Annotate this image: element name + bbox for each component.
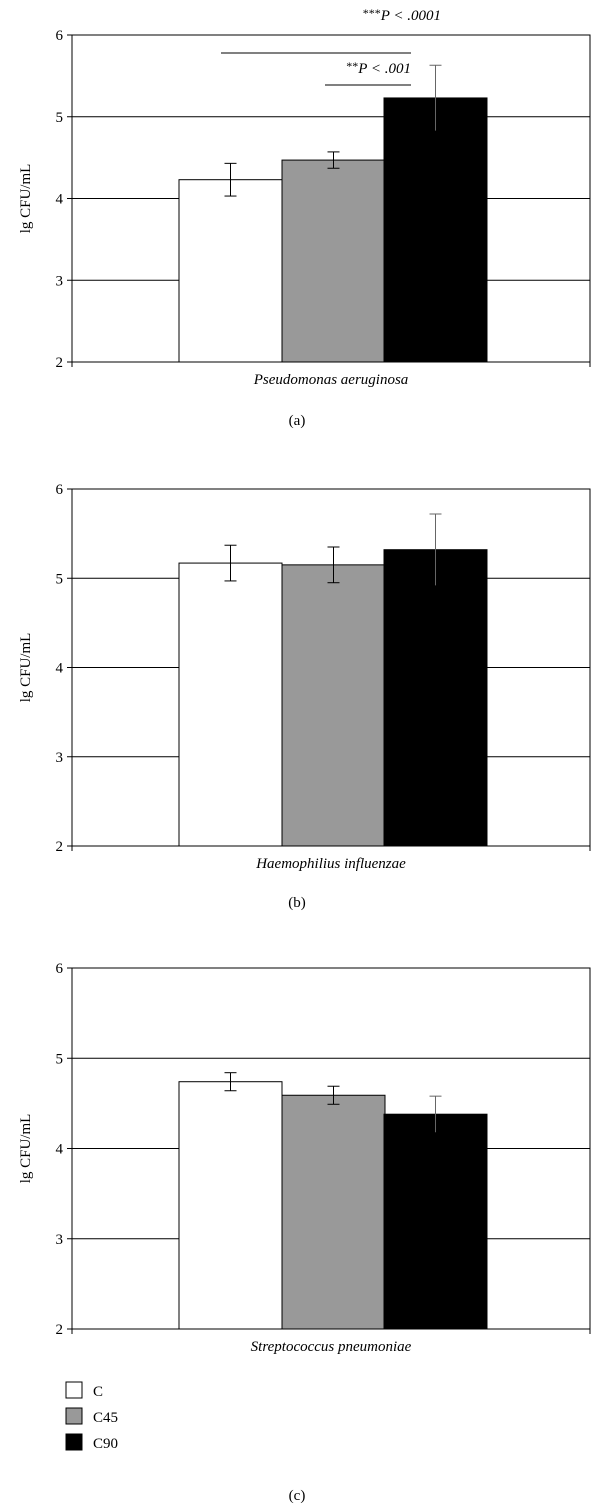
- y-axis-label: lg CFU/mL: [18, 164, 34, 234]
- bar-c90: [383, 549, 488, 847]
- y-axis-label: lg CFU/mL: [18, 1114, 34, 1184]
- bar-c45: [281, 564, 386, 847]
- legend-swatch-c: [65, 1381, 83, 1399]
- y-tick-label: 4: [56, 661, 64, 677]
- y-tick-label: 5: [56, 1051, 64, 1067]
- legend-swatch-c90: [65, 1433, 83, 1451]
- y-axis-label: lg CFU/mL: [18, 633, 34, 703]
- bar-c: [178, 179, 283, 363]
- y-tick-label: 6: [56, 961, 64, 977]
- bar-c: [178, 1081, 283, 1330]
- legend-swatch-c45: [65, 1407, 83, 1425]
- panel-label: (a): [289, 413, 306, 429]
- y-tick-label: 3: [56, 1232, 64, 1248]
- panel-label: (c): [289, 1488, 306, 1504]
- bar-c: [178, 562, 283, 847]
- bar-c90: [383, 1113, 488, 1330]
- bar-c45: [281, 159, 386, 363]
- legend: C C45 C90: [65, 1381, 118, 1452]
- chart-panel-3: 2 3 4 5 6 lg CFU/mL Streptococcus pneumoniae (c…: [18, 961, 591, 1504]
- y-tick-label: 2: [56, 839, 64, 855]
- y-tick-label: 6: [56, 28, 64, 44]
- y-tick-label: 4: [56, 1142, 64, 1158]
- significance-p-value: P < .0001: [380, 8, 441, 24]
- significance-label: ***P < .0001: [363, 6, 441, 24]
- bar-c45: [281, 1094, 386, 1330]
- significance-stars: ***: [363, 6, 381, 20]
- y-tick-label: 3: [56, 750, 64, 766]
- legend-label-c: C: [93, 1384, 103, 1400]
- x-axis-label: Streptococcus pneumoniae: [251, 1339, 412, 1355]
- significance-p-value: P < .001: [357, 61, 411, 77]
- x-axis-label: Pseudomonas aeruginosa: [253, 372, 409, 388]
- y-tick-label: 2: [56, 355, 64, 371]
- legend-label-c90: C90: [93, 1436, 118, 1452]
- y-tick-label: 5: [56, 571, 64, 587]
- y-tick-label: 6: [56, 482, 64, 498]
- chart-panel-1: 2 3 4 5 6 lg CFU/mL Pseudomonas aeruginosa (a) *…: [18, 6, 591, 429]
- x-axis-label: Haemophilius influenzae: [255, 856, 406, 872]
- y-tick-label: 2: [56, 1322, 64, 1338]
- bar-c90: [383, 97, 488, 363]
- panel-label: (b): [288, 895, 306, 911]
- legend-label-c45: C45: [93, 1410, 118, 1426]
- y-tick-label: 4: [56, 192, 64, 208]
- y-tick-label: 3: [56, 273, 64, 289]
- y-tick-label: 5: [56, 110, 64, 126]
- significance-label: **P < .001: [346, 59, 411, 77]
- significance-stars: **: [346, 59, 358, 73]
- chart-panel-2: 2 3 4 5 6 lg CFU/mL Haemophilius influenzae (b): [18, 482, 591, 911]
